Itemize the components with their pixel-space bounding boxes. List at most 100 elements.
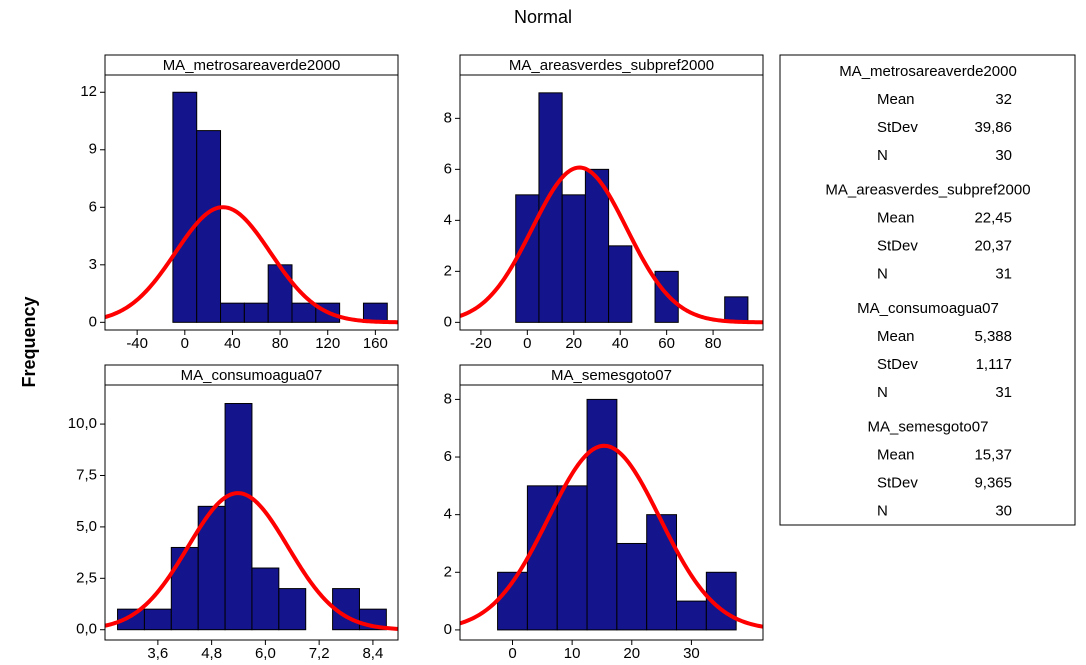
y-tick-label: 4	[444, 506, 452, 523]
stat-value: 30	[995, 502, 1012, 519]
stat-name: N	[877, 147, 888, 164]
stat-value: 31	[995, 384, 1012, 401]
panel-title: MA_semesgoto07	[551, 367, 672, 384]
bar	[676, 600, 707, 631]
x-tick-label: 0	[508, 645, 516, 662]
y-tick-label: 0	[89, 313, 97, 330]
stat-value: 15,37	[974, 446, 1012, 463]
y-tick-label: 0	[444, 621, 452, 638]
bar	[267, 264, 293, 323]
y-axis-label: Frequency	[19, 296, 39, 387]
x-tick-label: -40	[126, 335, 148, 352]
y-tick-label: 2	[444, 262, 452, 279]
y-tick-label: 6	[89, 198, 97, 215]
bar	[556, 485, 588, 631]
x-tick-label: -20	[470, 335, 492, 352]
plot-frame	[459, 74, 764, 331]
y-tick-label: 9	[89, 141, 97, 158]
normal-curve	[460, 443, 763, 629]
stat-value: 5,388	[974, 328, 1012, 345]
stat-name: Mean	[877, 209, 915, 226]
y-tick-label: 5,0	[76, 518, 97, 535]
bar	[224, 403, 253, 631]
bar	[197, 505, 226, 631]
y-tick-label: 8	[444, 390, 452, 407]
x-tick-label: 20	[623, 645, 640, 662]
x-tick-label: 40	[612, 335, 629, 352]
y-tick-label: 12	[80, 83, 97, 100]
x-tick-label: 10	[564, 645, 581, 662]
stat-name: StDev	[877, 356, 918, 373]
panel-title: MA_consumoagua07	[181, 367, 323, 384]
x-tick-label: 8,4	[362, 645, 383, 662]
stat-name: StDev	[877, 119, 918, 136]
x-tick-label: 30	[683, 645, 700, 662]
y-tick-label: 10,0	[68, 415, 97, 432]
stat-value: 39,86	[974, 119, 1012, 136]
plot-frame	[104, 384, 399, 641]
stat-value: 22,45	[974, 209, 1012, 226]
x-tick-label: 0	[523, 335, 531, 352]
y-tick-label: 0,0	[76, 621, 97, 638]
bar	[724, 296, 749, 323]
plot-frame	[459, 384, 764, 641]
stat-value: 30	[995, 147, 1012, 164]
x-tick-label: 40	[224, 335, 241, 352]
stats-header: MA_consumoagua07	[857, 300, 999, 317]
x-tick-label: 3,6	[147, 645, 168, 662]
y-tick-label: 0	[444, 313, 452, 330]
bar	[220, 302, 245, 323]
stats-header: MA_semesgoto07	[868, 418, 989, 435]
x-tick-label: 60	[658, 335, 675, 352]
bar	[251, 567, 280, 631]
stat-name: N	[877, 502, 888, 519]
x-tick-label: 4,8	[201, 645, 222, 662]
stats-header: MA_metrosareaverde2000	[839, 63, 1017, 80]
bar	[196, 130, 222, 323]
bar	[291, 302, 317, 323]
bar	[616, 542, 648, 631]
panel-title: MA_metrosareaverde2000	[163, 57, 341, 74]
bar	[705, 571, 737, 631]
stat-value: 9,365	[974, 474, 1012, 491]
y-tick-label: 2,5	[76, 569, 97, 586]
stat-name: N	[877, 265, 888, 282]
bar	[515, 194, 540, 323]
bar	[243, 302, 269, 323]
x-tick-label: 6,0	[255, 645, 276, 662]
stat-name: StDev	[877, 474, 918, 491]
x-tick-label: 120	[315, 335, 340, 352]
stats-header: MA_areasverdes_subpref2000	[825, 181, 1030, 198]
y-tick-label: 2	[444, 563, 452, 580]
subtitle: Normal	[514, 7, 572, 27]
plot-frame	[104, 74, 399, 331]
stat-name: Mean	[877, 328, 915, 345]
y-tick-label: 6	[444, 448, 452, 465]
bar	[561, 194, 586, 323]
stat-value: 31	[995, 265, 1012, 282]
x-tick-label: 80	[705, 335, 722, 352]
y-tick-label: 6	[444, 160, 452, 177]
x-tick-label: 80	[272, 335, 289, 352]
stat-name: StDev	[877, 237, 918, 254]
stat-name: Mean	[877, 91, 915, 108]
bar	[143, 608, 172, 631]
stat-value: 20,37	[974, 237, 1012, 254]
x-tick-label: 7,2	[309, 645, 330, 662]
bar	[608, 245, 633, 323]
stat-name: N	[877, 384, 888, 401]
y-tick-label: 8	[444, 109, 452, 126]
x-tick-label: 160	[363, 335, 388, 352]
y-tick-label: 7,5	[76, 466, 97, 483]
stat-value: 1,117	[976, 356, 1012, 373]
bar	[586, 398, 618, 631]
bar	[646, 514, 678, 631]
x-tick-label: 20	[565, 335, 582, 352]
panel-title: MA_areasverdes_subpref2000	[509, 57, 714, 74]
bar	[278, 588, 307, 631]
normal-curve	[105, 491, 398, 631]
stats-box	[779, 54, 1076, 526]
y-tick-label: 3	[89, 256, 97, 273]
bar	[170, 546, 199, 631]
